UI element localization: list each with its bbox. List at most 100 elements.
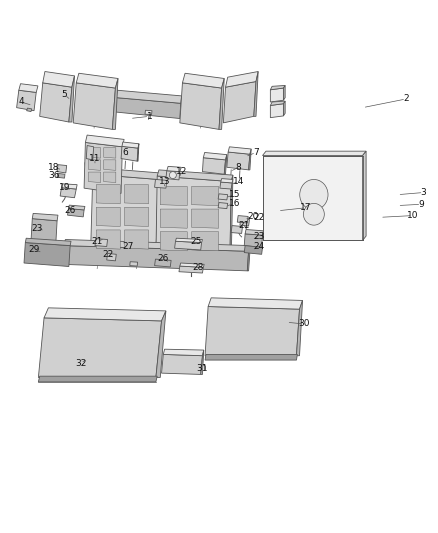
Polygon shape <box>244 246 262 254</box>
Polygon shape <box>218 203 228 208</box>
Polygon shape <box>254 71 258 116</box>
Polygon shape <box>104 148 116 158</box>
Polygon shape <box>270 104 283 118</box>
Polygon shape <box>96 230 120 249</box>
Polygon shape <box>219 78 224 130</box>
Polygon shape <box>155 259 171 267</box>
Text: 20: 20 <box>247 212 258 221</box>
Polygon shape <box>104 160 116 171</box>
Polygon shape <box>205 354 297 360</box>
Polygon shape <box>240 219 250 226</box>
Polygon shape <box>155 180 167 188</box>
Polygon shape <box>166 171 180 180</box>
Text: 23: 23 <box>32 224 43 233</box>
Text: 27: 27 <box>122 243 133 252</box>
Polygon shape <box>223 82 256 123</box>
Text: 25: 25 <box>191 237 202 246</box>
Polygon shape <box>179 266 203 273</box>
Polygon shape <box>25 238 71 246</box>
Text: 7: 7 <box>253 148 259 157</box>
Polygon shape <box>227 152 250 170</box>
Text: 18: 18 <box>48 163 60 172</box>
Text: 21: 21 <box>239 221 250 230</box>
Text: 32: 32 <box>75 359 86 368</box>
Text: 16: 16 <box>229 199 240 208</box>
Polygon shape <box>124 184 148 204</box>
Polygon shape <box>86 146 94 160</box>
Polygon shape <box>262 156 363 240</box>
Polygon shape <box>68 205 85 210</box>
Polygon shape <box>162 354 202 375</box>
Circle shape <box>170 172 177 179</box>
Polygon shape <box>231 225 243 233</box>
Polygon shape <box>249 149 251 170</box>
Polygon shape <box>163 349 204 356</box>
Polygon shape <box>31 219 57 244</box>
Polygon shape <box>124 207 148 227</box>
Polygon shape <box>175 241 201 250</box>
Polygon shape <box>183 73 224 88</box>
Polygon shape <box>226 71 258 87</box>
Polygon shape <box>84 142 122 193</box>
Polygon shape <box>122 142 139 148</box>
Polygon shape <box>180 263 204 268</box>
Polygon shape <box>64 239 251 251</box>
Polygon shape <box>202 158 226 174</box>
Polygon shape <box>91 174 158 258</box>
Polygon shape <box>27 108 32 111</box>
Text: 6: 6 <box>123 148 128 157</box>
Polygon shape <box>121 147 138 161</box>
Polygon shape <box>156 173 160 258</box>
Polygon shape <box>116 98 181 118</box>
Polygon shape <box>57 173 65 178</box>
Polygon shape <box>156 311 166 377</box>
Polygon shape <box>88 172 101 182</box>
Polygon shape <box>88 160 101 171</box>
Polygon shape <box>124 230 148 249</box>
Text: 15: 15 <box>229 190 240 199</box>
Text: 3: 3 <box>420 188 427 197</box>
Polygon shape <box>156 176 231 262</box>
Polygon shape <box>39 318 162 377</box>
Polygon shape <box>167 166 181 172</box>
Polygon shape <box>201 350 204 375</box>
Polygon shape <box>224 155 227 174</box>
Text: 1: 1 <box>146 112 152 121</box>
Polygon shape <box>85 135 124 147</box>
Polygon shape <box>160 232 187 251</box>
Text: 21: 21 <box>92 237 103 246</box>
Text: 10: 10 <box>407 211 418 220</box>
Polygon shape <box>237 215 248 223</box>
Polygon shape <box>270 101 285 106</box>
Polygon shape <box>40 83 72 122</box>
Polygon shape <box>76 73 118 88</box>
Text: 30: 30 <box>298 319 310 328</box>
Polygon shape <box>230 175 233 262</box>
Polygon shape <box>283 101 285 116</box>
Polygon shape <box>44 308 166 321</box>
Polygon shape <box>93 168 160 180</box>
Text: 22: 22 <box>102 250 113 259</box>
Text: 17: 17 <box>300 203 312 212</box>
Polygon shape <box>208 298 303 309</box>
Text: 4: 4 <box>18 98 24 107</box>
Polygon shape <box>247 246 251 271</box>
Polygon shape <box>363 151 366 240</box>
Text: 13: 13 <box>159 177 170 186</box>
Text: 23: 23 <box>253 232 265 241</box>
Text: 22: 22 <box>254 213 265 222</box>
Text: 9: 9 <box>418 200 424 209</box>
Text: 26: 26 <box>158 254 169 263</box>
Text: 8: 8 <box>236 163 241 172</box>
Polygon shape <box>297 301 303 356</box>
Polygon shape <box>96 207 120 227</box>
Text: 31: 31 <box>197 364 208 373</box>
Polygon shape <box>221 179 233 183</box>
Polygon shape <box>228 147 251 154</box>
Polygon shape <box>69 76 74 122</box>
Ellipse shape <box>300 180 328 210</box>
Polygon shape <box>270 88 283 102</box>
Text: 19: 19 <box>59 183 70 192</box>
Polygon shape <box>24 243 70 266</box>
Polygon shape <box>62 246 249 271</box>
